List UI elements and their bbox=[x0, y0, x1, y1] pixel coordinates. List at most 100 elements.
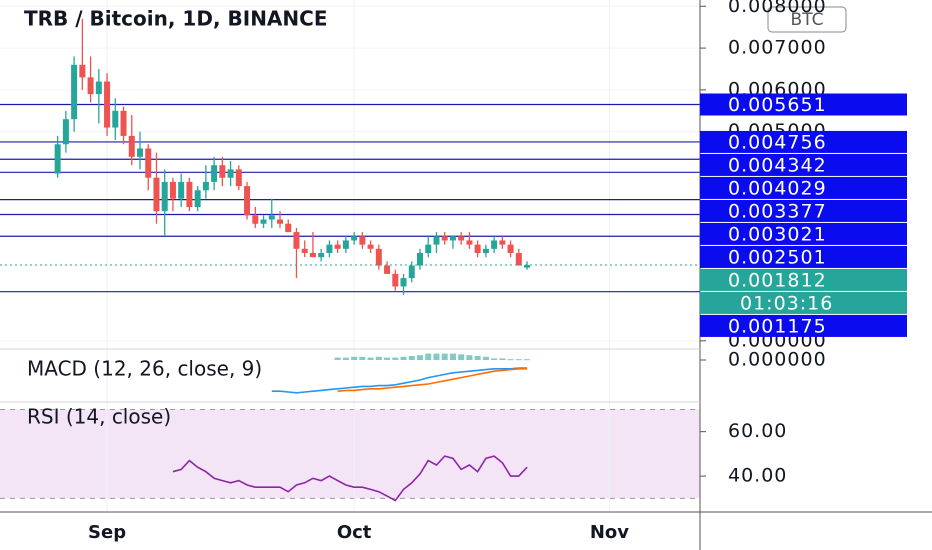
histogram-bar bbox=[441, 353, 448, 360]
candle-body bbox=[178, 181, 185, 199]
candle-body bbox=[408, 265, 415, 279]
candle-body bbox=[62, 119, 69, 145]
countdown-box bbox=[700, 291, 907, 314]
candle-body bbox=[449, 236, 456, 241]
candle-body bbox=[145, 148, 152, 178]
rsi-band bbox=[0, 409, 700, 499]
candle-body bbox=[79, 64, 86, 78]
candle-body bbox=[153, 177, 160, 212]
price-label: 0.001812 bbox=[728, 269, 827, 291]
candle-body bbox=[268, 215, 275, 220]
histogram-bar bbox=[367, 357, 374, 360]
candle-body bbox=[499, 240, 506, 245]
candle-body bbox=[71, 64, 78, 120]
candle-body bbox=[466, 240, 473, 245]
currency-badge[interactable] bbox=[767, 6, 847, 33]
indicator-line bbox=[337, 368, 528, 392]
candle-body bbox=[515, 253, 522, 266]
candle-body bbox=[219, 165, 226, 178]
candle-body bbox=[54, 144, 61, 174]
candle-body bbox=[351, 236, 358, 241]
candle-body bbox=[202, 181, 209, 191]
candle-body bbox=[277, 219, 283, 224]
x-tick-label: Oct bbox=[337, 522, 372, 543]
candle-body bbox=[375, 248, 382, 266]
price-label: 0.003021 bbox=[728, 223, 827, 245]
candle-body bbox=[95, 81, 102, 95]
candle-body bbox=[474, 244, 481, 253]
histogram-bar bbox=[433, 353, 440, 360]
histogram-bar bbox=[408, 356, 415, 360]
candle-body bbox=[128, 135, 135, 157]
price-label-box bbox=[700, 268, 907, 291]
y-tick-label: 0.008000 bbox=[728, 0, 827, 17]
price-label: 0.001175 bbox=[728, 315, 827, 337]
candle-body bbox=[359, 236, 366, 245]
candle-body bbox=[112, 110, 119, 128]
price-label-box bbox=[700, 199, 907, 222]
candle-body bbox=[400, 278, 407, 287]
histogram-bar bbox=[482, 356, 489, 360]
candle-body bbox=[120, 110, 127, 136]
y-tick-label: 60.00 bbox=[728, 420, 787, 442]
histogram-bar bbox=[466, 355, 473, 360]
histogram-bar bbox=[375, 356, 382, 360]
price-label: 0.003377 bbox=[728, 200, 827, 222]
candle-body bbox=[194, 190, 201, 207]
histogram-bar bbox=[491, 358, 498, 360]
price-label: 0.002501 bbox=[728, 246, 827, 268]
price-label: 0.004029 bbox=[728, 177, 827, 199]
candle-body bbox=[301, 248, 308, 253]
histogram-bar bbox=[392, 357, 399, 360]
candle-body bbox=[417, 253, 423, 266]
rsi-title: RSI (14, close) bbox=[27, 405, 171, 429]
price-label-box bbox=[700, 130, 907, 153]
y-tick-label: 40.00 bbox=[728, 465, 787, 487]
candle-body bbox=[318, 253, 325, 258]
candle-body bbox=[309, 253, 316, 258]
histogram-bar bbox=[507, 359, 514, 361]
macd-title: MACD (12, 26, close, 9) bbox=[27, 357, 262, 381]
x-tick-label: Nov bbox=[590, 522, 629, 543]
candle-body bbox=[137, 148, 143, 157]
price-label-box bbox=[700, 245, 907, 268]
histogram-bar bbox=[515, 359, 522, 361]
histogram-bar bbox=[400, 356, 407, 360]
candle-body bbox=[244, 186, 251, 216]
candle-body bbox=[342, 240, 349, 249]
candle-body bbox=[104, 81, 111, 128]
candle-body bbox=[169, 181, 176, 199]
histogram-bar bbox=[334, 357, 341, 360]
histogram-bar bbox=[449, 353, 456, 360]
candle-body bbox=[285, 223, 292, 233]
histogram-bar bbox=[458, 354, 465, 360]
countdown-label: 01:03:16 bbox=[740, 292, 833, 314]
candle-body bbox=[441, 236, 448, 241]
candle-body bbox=[293, 232, 300, 249]
indicator-line bbox=[271, 367, 528, 394]
candle-body bbox=[384, 265, 391, 274]
price-label: 0.005651 bbox=[728, 94, 827, 116]
currency-label: BTC bbox=[791, 10, 824, 30]
histogram-bar bbox=[474, 356, 481, 360]
candle-body bbox=[458, 236, 465, 241]
histogram-bar bbox=[499, 358, 506, 360]
price-label-box bbox=[700, 93, 907, 116]
x-tick-label: Sep bbox=[88, 522, 126, 543]
candle-body bbox=[235, 169, 242, 187]
price-label-box bbox=[700, 153, 907, 176]
price-label-box bbox=[700, 176, 907, 199]
candle-body bbox=[524, 265, 531, 268]
candle-body bbox=[334, 244, 341, 249]
price-label-box bbox=[700, 314, 907, 337]
histogram-bar bbox=[342, 357, 349, 360]
candle-body bbox=[186, 181, 193, 207]
chart-title: TRB / Bitcoin, 1D, BINANCE bbox=[24, 7, 328, 31]
histogram-bar bbox=[384, 357, 391, 360]
histogram-bar bbox=[359, 356, 366, 360]
candle-body bbox=[392, 273, 399, 287]
histogram-bar bbox=[351, 356, 358, 360]
indicator-line bbox=[172, 455, 528, 502]
y-tick-label: 0.000000 bbox=[728, 349, 827, 371]
